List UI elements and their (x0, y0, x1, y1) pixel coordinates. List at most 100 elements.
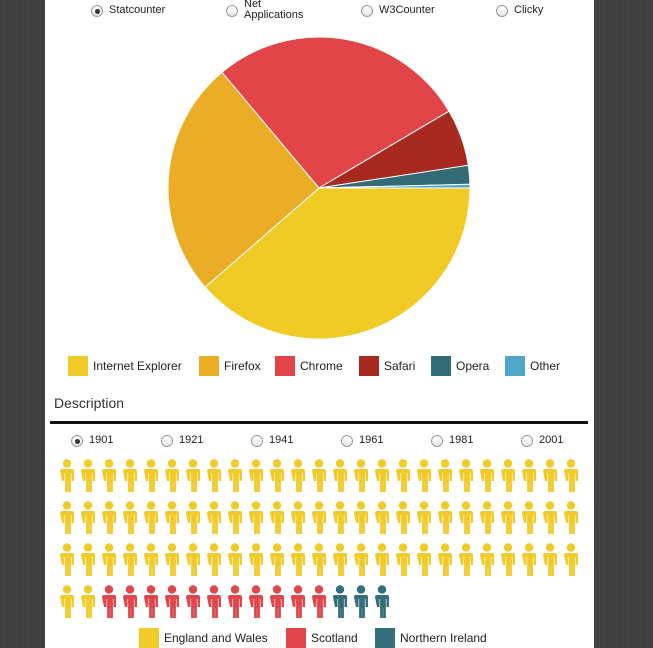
legend-swatch (275, 356, 295, 376)
icon-body (207, 511, 221, 534)
icon-body (333, 553, 347, 576)
person-icon (480, 543, 494, 576)
icon-body (207, 595, 221, 618)
icon-body (186, 553, 200, 576)
legend-swatch (139, 628, 159, 648)
person-icon (144, 459, 158, 492)
person-icon (333, 585, 347, 618)
person-icon (312, 501, 326, 534)
radio-label[interactable]: 1901 (89, 434, 114, 446)
person-icon (60, 501, 74, 534)
legend-label: Other (530, 359, 560, 373)
icon-body (249, 469, 263, 492)
person-icon (102, 543, 116, 576)
person-icon (375, 459, 389, 492)
icon-body (270, 553, 284, 576)
icon-body (144, 511, 158, 534)
radio-label[interactable]: Clicky (514, 4, 544, 16)
radio-label[interactable]: W3Counter (379, 4, 435, 16)
radio-button[interactable] (226, 5, 238, 17)
person-icon (312, 585, 326, 618)
icon-head (272, 459, 282, 468)
person-icon (81, 585, 95, 618)
person-icon (354, 501, 368, 534)
icon-head (125, 501, 135, 510)
icon-head (293, 501, 303, 510)
icon-head (461, 501, 471, 510)
icon-body (312, 595, 326, 618)
person-icon (60, 543, 74, 576)
radio-label[interactable]: Net Applications (244, 0, 304, 21)
person-icon (375, 501, 389, 534)
icon-body (249, 553, 263, 576)
legend-swatch (505, 356, 525, 376)
icon-head (167, 459, 177, 468)
icon-head (209, 543, 219, 552)
icon-head (83, 501, 93, 510)
person-icon (396, 543, 410, 576)
icon-head (524, 543, 534, 552)
icon-body (312, 511, 326, 534)
person-icon (354, 459, 368, 492)
pie-slice (221, 36, 450, 189)
icon-head (251, 459, 261, 468)
radio-button[interactable] (431, 435, 443, 447)
icon-body (291, 511, 305, 534)
pie-slice (318, 183, 471, 189)
icon-head (566, 501, 576, 510)
section-heading: Description (54, 395, 125, 411)
radio-button[interactable] (251, 435, 263, 447)
icon-body (396, 511, 410, 534)
person-icon (291, 543, 305, 576)
radio-button[interactable] (341, 435, 353, 447)
radio-button[interactable] (496, 5, 508, 17)
icon-head (461, 543, 471, 552)
radio-label[interactable]: 1941 (269, 434, 294, 446)
icon-body (564, 469, 578, 492)
icon-head (125, 585, 135, 594)
legend-swatch (286, 628, 306, 648)
radio-label[interactable]: 1961 (359, 434, 384, 446)
icon-head (146, 459, 156, 468)
icon-head (230, 585, 240, 594)
icon-body (438, 469, 452, 492)
icon-head (356, 501, 366, 510)
icon-head (188, 585, 198, 594)
person-icon (186, 585, 200, 618)
person-icon (480, 459, 494, 492)
person-icon (291, 585, 305, 618)
radio-label[interactable]: 1921 (179, 434, 204, 446)
radio-label[interactable]: 2001 (539, 434, 564, 446)
person-icon (228, 585, 242, 618)
icon-body (522, 553, 536, 576)
radio-label[interactable]: Statcounter (109, 4, 166, 16)
radio-label[interactable]: 1981 (449, 434, 474, 446)
radio-button[interactable] (361, 5, 373, 17)
person-icon (60, 585, 74, 618)
icon-head (440, 543, 450, 552)
radio-button[interactable] (71, 435, 83, 447)
radio-button[interactable] (521, 435, 533, 447)
icon-body (438, 511, 452, 534)
icon-head (146, 501, 156, 510)
person-icon (543, 459, 557, 492)
icon-head (356, 585, 366, 594)
icon-body (207, 553, 221, 576)
icon-body (228, 511, 242, 534)
person-icon (123, 543, 137, 576)
radio-button[interactable] (91, 5, 103, 17)
person-icon (207, 501, 221, 534)
legend-swatch (431, 356, 451, 376)
icon-head (83, 543, 93, 552)
person-icon (564, 543, 578, 576)
icon-head (461, 459, 471, 468)
icon-body (81, 553, 95, 576)
icon-body (354, 469, 368, 492)
radio-button[interactable] (161, 435, 173, 447)
person-icon (459, 543, 473, 576)
icon-body (102, 511, 116, 534)
icon-body (354, 595, 368, 618)
person-icon (144, 501, 158, 534)
icon-body (60, 553, 74, 576)
